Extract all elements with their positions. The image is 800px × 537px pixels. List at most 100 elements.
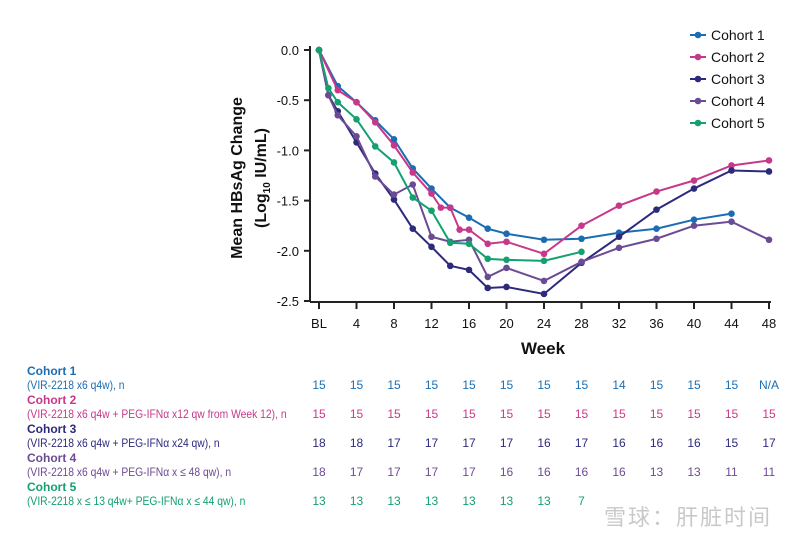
data-point — [325, 84, 332, 92]
data-point — [503, 256, 510, 264]
cohort-name: Cohort 3 — [27, 422, 77, 436]
legend-label: Cohort 2 — [711, 49, 765, 65]
cohort-name: Cohort 4 — [27, 451, 77, 465]
n-count-cell: 15 — [349, 407, 364, 421]
data-point — [690, 177, 698, 184]
legend-swatch-marker — [694, 97, 702, 105]
data-point — [615, 244, 623, 252]
data-point — [578, 248, 585, 256]
data-point — [484, 273, 492, 281]
data-point — [456, 226, 463, 234]
n-count-cell: 15 — [424, 407, 439, 421]
cohort-regimen: (VIR-2218 x6 q4w + PEG-IFNα x24 qw), n — [27, 436, 220, 450]
data-point — [765, 236, 773, 244]
n-count-cell: 15 — [387, 407, 401, 421]
cohort-regimen: (VIR-2218 x ≤ 13 q4w+ PEG-IFNα x ≤ 44 qw… — [27, 494, 246, 508]
n-count-cell: 17 — [387, 436, 401, 450]
legend-swatch-marker — [694, 75, 702, 83]
data-point — [653, 188, 660, 195]
n-count-cell: 15 — [499, 407, 514, 421]
n-count-cell: 15 — [762, 407, 776, 421]
x-tick-label: 12 — [424, 316, 438, 331]
n-count-cell: 17 — [462, 436, 476, 450]
n-count-cell: 15 — [462, 407, 476, 421]
data-point — [390, 191, 398, 198]
data-point — [540, 250, 548, 258]
n-count-cell: 13 — [687, 465, 701, 479]
data-point — [334, 111, 342, 119]
n-count-cell: 11 — [762, 465, 776, 479]
x-tick-label: BL — [311, 316, 327, 331]
data-point — [315, 46, 323, 54]
n-count-cell: 13 — [499, 494, 514, 508]
legend-item: Cohort 5 — [690, 115, 765, 131]
x-tick-label: 44 — [724, 316, 738, 331]
data-point — [690, 222, 698, 229]
n-count-cell: 17 — [349, 465, 364, 479]
series-line — [318, 49, 770, 283]
n-count-cell: 15 — [537, 378, 551, 392]
n-count-cell: 15 — [462, 378, 476, 392]
data-point — [578, 222, 585, 229]
data-point — [484, 255, 492, 263]
n-count-cell: 13 — [537, 494, 551, 508]
n-count-cell: 15 — [424, 378, 439, 392]
data-point — [615, 233, 623, 241]
x-tick-label: 16 — [462, 316, 476, 331]
n-count-cell: 13 — [312, 494, 326, 508]
series-line — [318, 49, 582, 262]
line-chart: 0.0-0.5-1.0-1.5-2.0-2.5BL 4 8 12 16 20 24 28 32 3… — [229, 27, 777, 358]
data-point — [353, 115, 360, 123]
watermark: 雪球：肝脏时间 — [604, 506, 772, 530]
x-tick-label: 24 — [537, 316, 551, 331]
n-count-cell: 15 — [724, 378, 739, 392]
data-point — [728, 167, 735, 174]
x-tick-label: 36 — [649, 316, 663, 331]
x-tick-label: 32 — [612, 316, 626, 331]
data-point — [653, 206, 660, 213]
n-count-cell: 13 — [349, 494, 364, 508]
n-count-cell: 15 — [687, 378, 701, 392]
series-5 — [315, 46, 585, 265]
axes: 0.0-0.5-1.0-1.5-2.0-2.5BL 4 8 12 16 20 24 28 32 3… — [277, 43, 777, 331]
x-axis-label: Week — [521, 339, 566, 358]
data-point — [503, 230, 510, 238]
n-count-cell: 16 — [687, 436, 701, 450]
n-count-cell: 18 — [349, 436, 364, 450]
cohort-name: Cohort 1 — [27, 364, 77, 378]
n-count-cell: 15 — [687, 407, 701, 421]
series-line — [318, 49, 770, 296]
cohort-name: Cohort 5 — [27, 480, 77, 494]
legend-item: Cohort 1 — [690, 27, 765, 43]
n-count-cell: 16 — [537, 465, 551, 479]
data-point — [615, 202, 623, 209]
n-count-cell: 15 — [724, 436, 739, 450]
n-count-cell: 18 — [312, 436, 326, 450]
cohort-regimen: (VIR-2218 x6 q4w + PEG-IFNα x ≤ 48 qw), … — [27, 465, 232, 479]
legend-label: Cohort 5 — [711, 115, 765, 131]
x-tick-label: 20 — [499, 316, 513, 331]
data-point — [484, 240, 492, 248]
legend-label: Cohort 3 — [711, 71, 765, 87]
n-count-cell: N/A — [758, 378, 780, 392]
n-count-cell: 17 — [424, 465, 439, 479]
data-point — [446, 239, 454, 247]
data-point — [765, 157, 773, 164]
data-point — [353, 98, 360, 106]
legend-swatch-marker — [694, 31, 702, 39]
n-count-cell: 15 — [312, 407, 326, 421]
n-count-cell: 15 — [574, 407, 589, 421]
data-point — [690, 185, 698, 192]
series-layer — [315, 46, 773, 298]
legend-item: Cohort 2 — [690, 49, 765, 65]
legend-label: Cohort 1 — [711, 27, 765, 43]
data-point — [484, 284, 492, 292]
data-point — [653, 225, 660, 233]
n-count-cell: 7 — [578, 494, 585, 508]
n-count-cell: 15 — [537, 407, 551, 421]
y-tick-label: 0.0 — [281, 43, 299, 58]
y-axis-label: Mean HBsAg Change — [229, 97, 246, 259]
n-table-row-label: Cohort 4 (VIR-2218 x6 q4w + PEG-IFNα x ≤ … — [27, 451, 264, 479]
data-point — [409, 225, 417, 233]
data-point — [503, 283, 510, 291]
